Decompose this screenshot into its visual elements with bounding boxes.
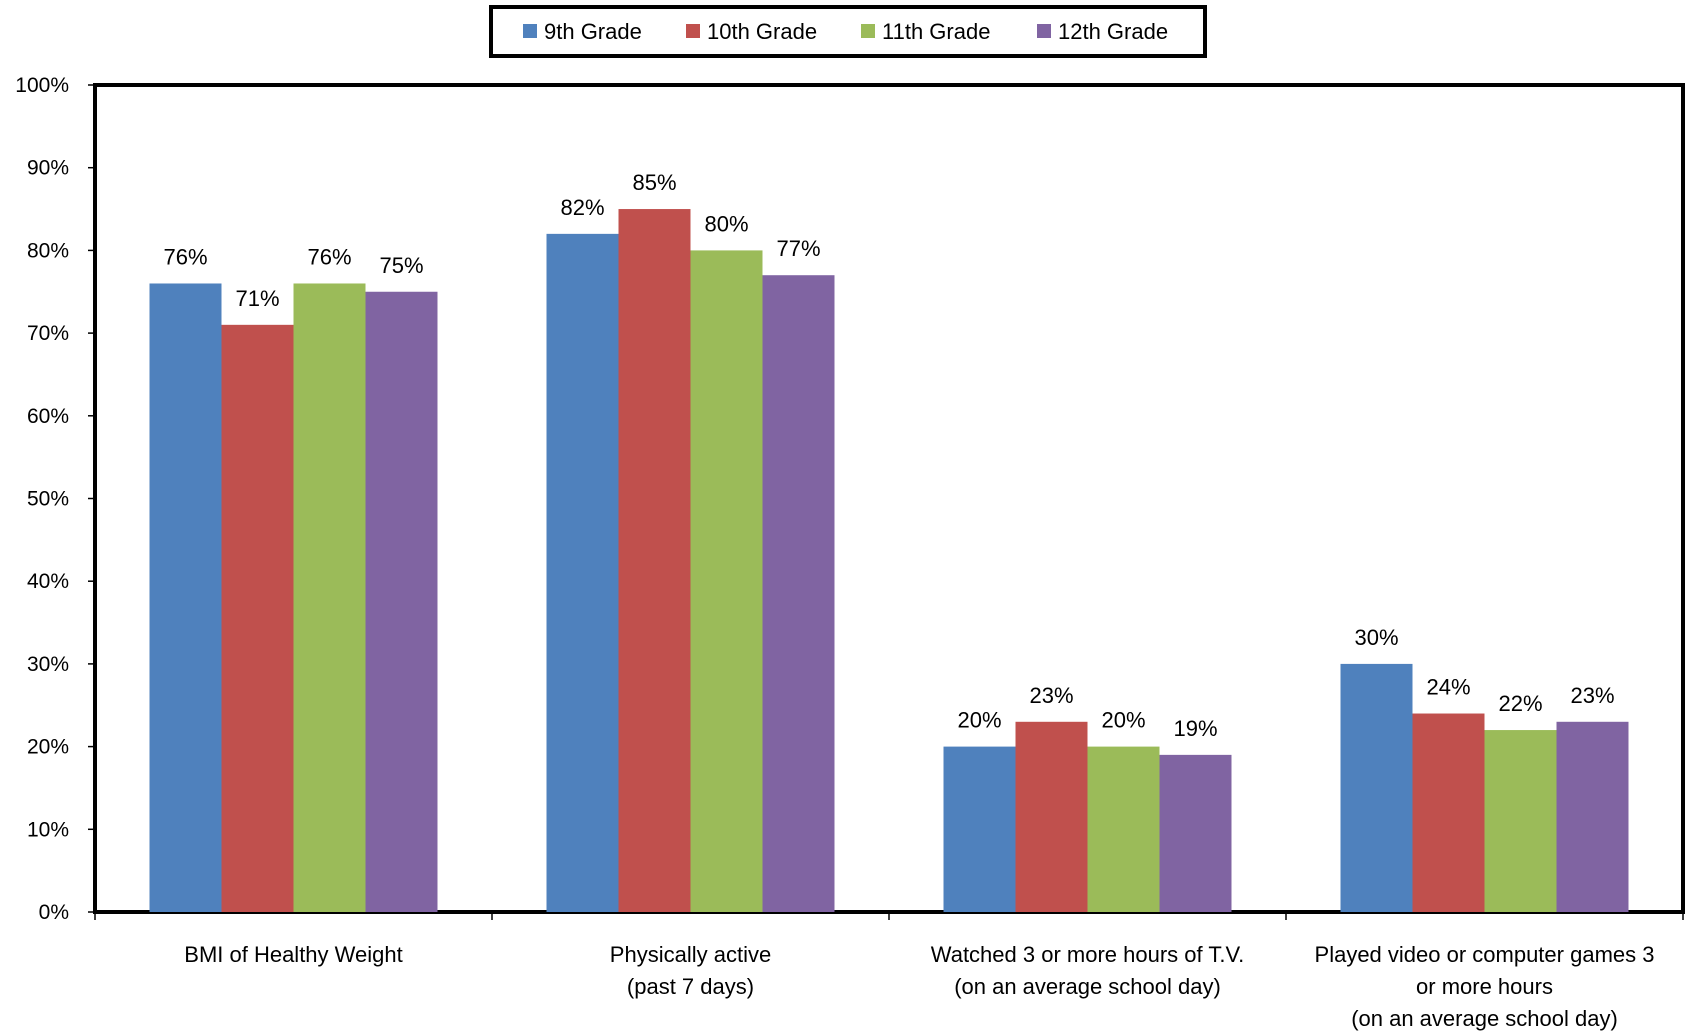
legend-swatch xyxy=(686,24,700,38)
data-label: 76% xyxy=(163,244,207,269)
bar xyxy=(149,283,222,913)
data-label: 71% xyxy=(235,286,279,311)
data-label: 24% xyxy=(1426,675,1470,700)
bar xyxy=(1484,730,1557,912)
data-label: 30% xyxy=(1354,625,1398,650)
legend-label: 12th Grade xyxy=(1058,19,1168,44)
data-label: 19% xyxy=(1173,716,1217,741)
bar xyxy=(293,283,366,913)
x-axis: BMI of Healthy Weight Physically active (p… xyxy=(94,912,1684,1031)
y-tick-label: 10% xyxy=(27,818,69,841)
bar xyxy=(1159,754,1232,912)
bar xyxy=(365,291,438,912)
legend-box xyxy=(489,5,1207,58)
legend: 9th Grade 10th Grade 11th Grade 12th Grade xyxy=(489,5,1207,58)
legend-swatch xyxy=(523,24,537,38)
y-tick-label: 100% xyxy=(15,74,69,97)
y-axis: 0% 10% 20% 30% 40% 50% 60% 70% 80% 90% 100% xyxy=(15,74,95,924)
legend-label: 9th Grade xyxy=(544,19,642,44)
bar xyxy=(1556,721,1629,912)
y-tick-label: 30% xyxy=(27,653,69,676)
bars xyxy=(149,209,1629,913)
y-tick-label: 0% xyxy=(39,901,69,924)
bar xyxy=(1087,746,1160,912)
data-label: 75% xyxy=(379,253,423,278)
data-label: 20% xyxy=(957,708,1001,733)
data-label: 23% xyxy=(1029,683,1073,708)
data-label: 76% xyxy=(307,244,351,269)
bar xyxy=(690,250,763,912)
data-label: 20% xyxy=(1101,708,1145,733)
y-tick-label: 20% xyxy=(27,736,69,759)
data-label: 22% xyxy=(1498,691,1542,716)
x-category-label: BMI of Healthy Weight xyxy=(184,942,402,967)
legend-swatch xyxy=(861,24,875,38)
bar xyxy=(1412,713,1485,912)
data-label: 23% xyxy=(1570,683,1614,708)
data-label: 77% xyxy=(776,236,820,261)
y-tick-label: 90% xyxy=(27,157,69,180)
y-tick-label: 70% xyxy=(27,322,69,345)
legend-label: 11th Grade xyxy=(882,19,990,44)
bar xyxy=(618,209,691,913)
bar xyxy=(762,275,835,913)
data-label: 82% xyxy=(560,195,604,220)
bar xyxy=(943,746,1016,912)
bar xyxy=(546,233,619,913)
data-labels: 76% 71% 76% 75% 82% 85% 80% 77% 20% 23% 20% 19% 30% 2… xyxy=(163,170,1614,741)
x-category-label: Watched 3 or more hours of T.V. (on an av… xyxy=(931,942,1244,999)
bar xyxy=(1340,663,1413,912)
bar xyxy=(221,324,294,913)
y-tick-label: 60% xyxy=(27,405,69,428)
bar xyxy=(1015,721,1088,912)
legend-swatch xyxy=(1037,24,1051,38)
x-category-label: Played video or computer games 3 or more … xyxy=(1315,942,1655,1031)
x-category-label: Physically active (past 7 days) xyxy=(610,942,771,999)
data-label: 80% xyxy=(704,211,748,236)
y-tick-label: 50% xyxy=(27,488,69,511)
legend-label: 10th Grade xyxy=(707,19,817,44)
data-label: 85% xyxy=(632,170,676,195)
y-tick-label: 80% xyxy=(27,239,69,262)
y-tick-label: 40% xyxy=(27,570,69,593)
